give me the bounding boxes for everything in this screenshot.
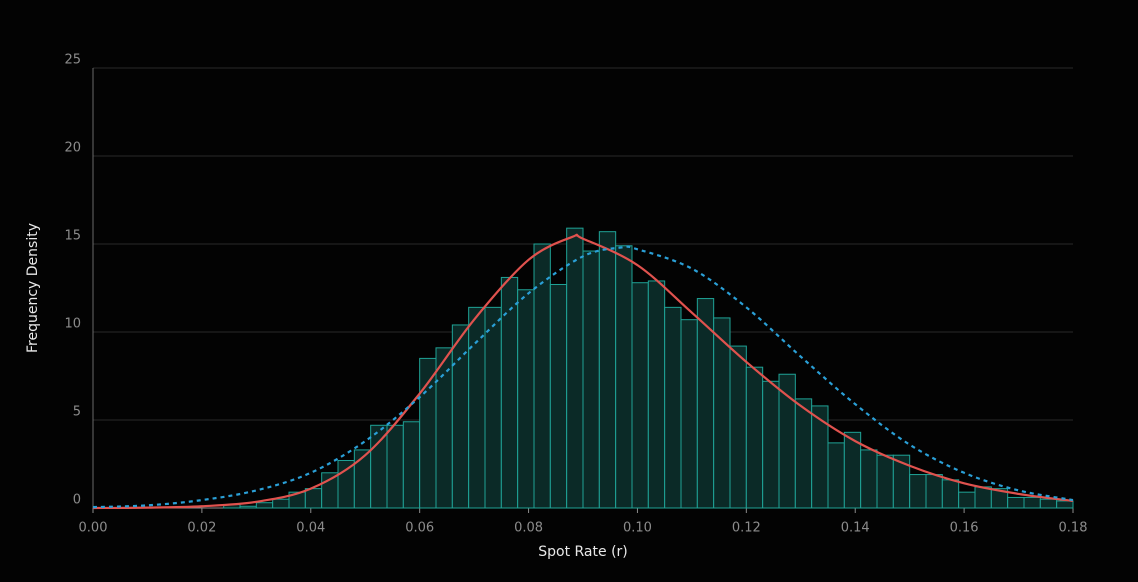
bar [549,283,568,509]
bar [1023,496,1041,509]
bar [1039,498,1058,509]
bar [941,479,960,509]
bar [729,345,747,509]
x-tick-label: 0.14 [841,521,870,536]
x-axis-title: Spot Rate (r) [538,544,628,560]
bar [337,459,355,509]
x-tick-label: 0.10 [623,521,652,536]
bar [582,250,600,509]
bar [386,424,404,509]
bar [321,472,339,509]
curve [92,233,1074,510]
bar [419,357,437,509]
bar [615,245,633,509]
bar [909,474,927,509]
y-tick-label: 5 [73,405,81,420]
bar [255,502,274,509]
bar [272,498,290,509]
bar [517,289,535,509]
x-tick-label: 0.06 [405,521,434,536]
bar [304,488,323,509]
x-tick-label: 0.04 [296,521,325,536]
bar [680,319,698,509]
bar [402,421,421,509]
bar [974,486,992,509]
x-tick-label: 0.16 [950,521,979,536]
x-tick-label: 0.08 [514,521,543,536]
bar [647,280,666,509]
y-tick-label: 20 [64,141,81,156]
bar [794,398,813,509]
x-tick-label: 0.00 [79,521,108,536]
bar [500,276,519,509]
bar [762,380,780,509]
bar [860,449,878,509]
bar [484,306,502,509]
y-tick-label: 25 [64,53,81,68]
bar [925,474,943,509]
bar [876,454,894,509]
bar [958,491,976,509]
bar [664,306,682,509]
y-axis-title: Frequency Density [25,223,41,353]
bar [631,282,649,509]
y-tick-label: 15 [64,229,81,244]
y-tick-label: 10 [64,317,81,332]
bar [435,347,453,509]
bar [598,231,617,509]
bar [1007,496,1025,509]
x-tick-label: 0.02 [187,521,216,536]
bar [1056,500,1074,509]
x-tick-label: 0.12 [732,521,761,536]
bar [745,366,764,509]
bar [811,405,829,509]
bar [566,227,584,509]
bar [239,505,257,509]
bar [370,424,388,509]
bar [827,442,845,509]
x-tick-label: 0.18 [1059,521,1088,536]
y-tick-label: 0 [73,493,81,508]
curve [92,245,1074,509]
